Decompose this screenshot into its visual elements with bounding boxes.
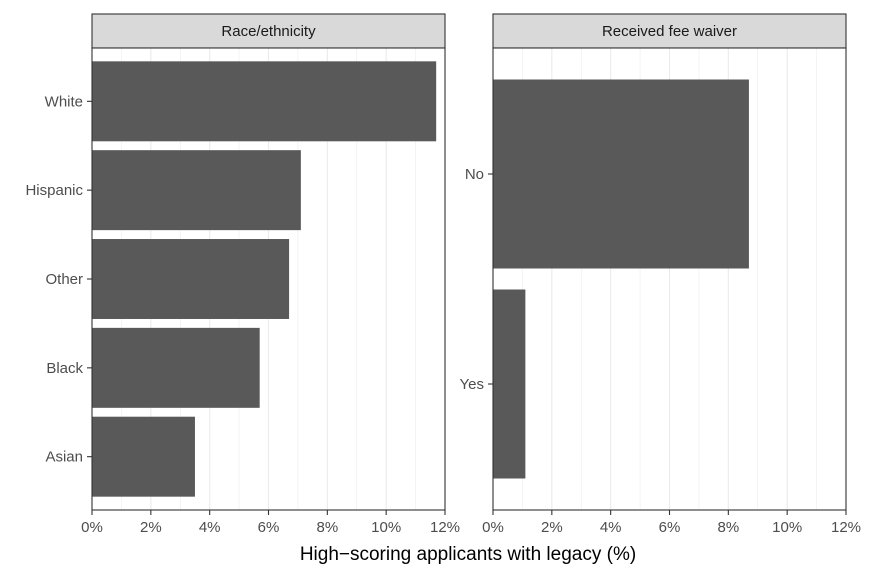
y-tick-label: Other <box>45 271 83 288</box>
x-tick-label: 4% <box>199 519 221 536</box>
x-tick-label: 10% <box>772 519 802 536</box>
y-tick-label: Asian <box>45 449 83 466</box>
x-tick-label: 6% <box>659 519 681 536</box>
panel-race-ethnicity: Race/ethnicity White Hispanic Other Black Asi… <box>25 13 460 536</box>
x-tick-label: 0% <box>81 519 103 536</box>
bar-other <box>92 239 290 319</box>
y-tick-label: Yes <box>460 376 484 393</box>
x-tick-label: 12% <box>430 519 460 536</box>
x-tick-label: 10% <box>371 519 401 536</box>
bar-asian <box>92 416 195 497</box>
y-tick-label: Black <box>46 360 83 377</box>
bar-white <box>92 61 437 142</box>
strip-title: Received fee waiver <box>602 23 737 40</box>
x-tick-label: 0% <box>482 519 504 536</box>
x-tick-label: 4% <box>600 519 622 536</box>
x-axis-title: High−scoring applicants with legacy (%) <box>300 544 636 565</box>
y-tick-label: White <box>45 93 83 110</box>
x-tick-label: 8% <box>717 519 739 536</box>
bar-no <box>493 79 749 269</box>
panel-fee-waiver: Received fee waiver No Yes 0% 2% 4% 6% 8% 10% 12% <box>460 13 861 536</box>
x-tick-label: 2% <box>140 519 162 536</box>
x-tick-label: 2% <box>541 519 563 536</box>
x-tick-label: 6% <box>258 519 280 536</box>
y-tick-label: Hispanic <box>25 182 83 199</box>
strip-background <box>91 13 446 49</box>
bar-yes <box>493 289 526 479</box>
y-tick-label: No <box>465 166 484 183</box>
strip-title: Race/ethnicity <box>221 23 316 40</box>
bar-black <box>92 327 260 408</box>
x-tick-label: 12% <box>831 519 861 536</box>
bar-hispanic <box>92 150 301 231</box>
x-tick-label: 8% <box>316 519 338 536</box>
